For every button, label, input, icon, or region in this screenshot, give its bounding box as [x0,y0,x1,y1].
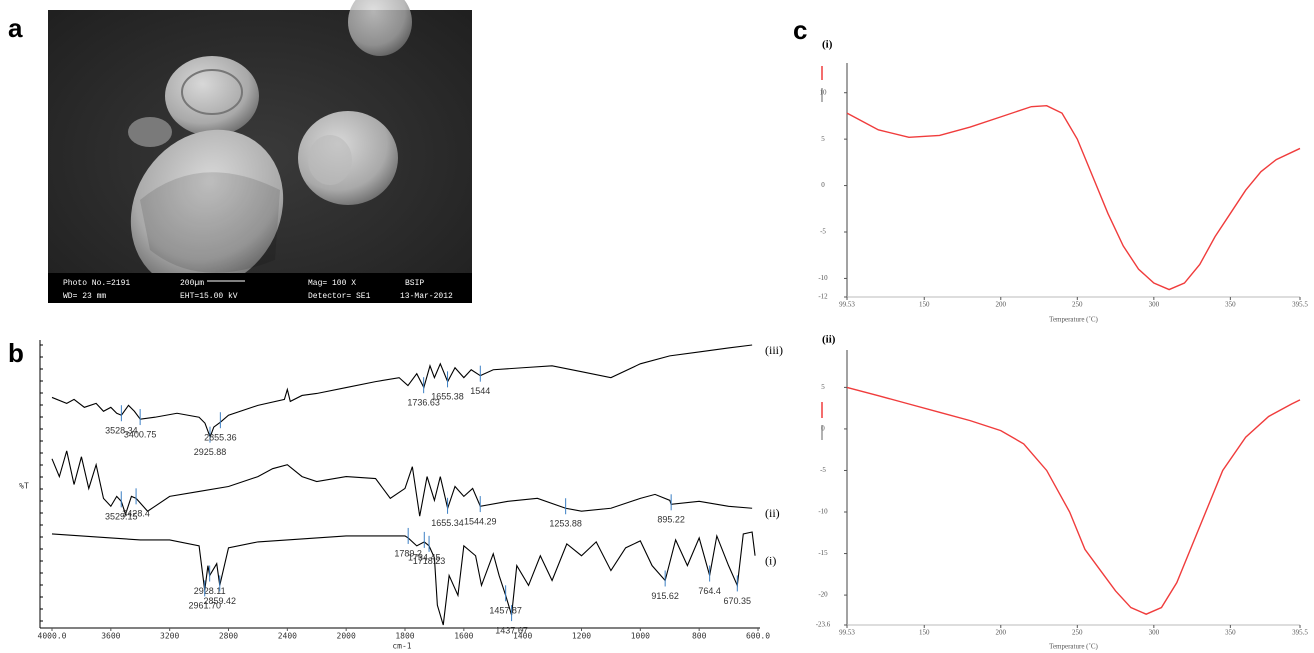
panel-label: b [8,338,24,368]
x-tick-label: 600.0 [746,632,770,641]
peak-label: 2961.70 [188,601,221,611]
peak-label: 3528.34 [105,426,138,436]
peak-label: 915.62 [651,591,679,601]
x-tick-label: 150 [919,301,930,309]
sem-info: Mag= 100 X [308,279,356,288]
y-tick-label: 0 [821,425,825,433]
y-tick-label: -10 [818,508,828,516]
peak-label: 764.4 [698,586,721,596]
data-line [51,344,753,439]
peak-label: 3529.15 [105,512,138,522]
peak-label: 670.35 [724,596,752,606]
x-axis-label: cm-1 [392,642,411,651]
x-tick-label: 300 [1149,301,1160,309]
x-tick-label: 1800 [395,632,414,641]
peak-label: 3428.4 [122,509,150,519]
x-tick-label: 200 [996,629,1007,637]
peak-label: 1718.23 [413,556,446,566]
y-tick-label: -20 [818,591,828,599]
x-tick-label: 3200 [160,632,179,641]
peak-label: 2928.11 [194,586,226,596]
x-tick-label: 2000 [337,632,356,641]
peak-label: 1544.29 [464,516,497,526]
x-tick-label: 150 [919,629,930,637]
series-label: (iii) [765,343,783,357]
peak-label: 1655.34 [431,518,464,528]
x-tick-label: 2800 [219,632,238,641]
x-tick-label: 800 [692,632,707,641]
y-tick-label: 0 [821,181,825,189]
peak-label: 1253.88 [549,519,582,529]
y-tick-label: -23.6 [816,621,831,629]
peak-label: 895.22 [657,515,685,525]
panel-label: c [793,15,807,45]
y-tick-label: -10 [818,274,828,282]
x-axis-label: Temperature (˚C) [1049,643,1098,651]
sem-info: WD= 23 mm [63,292,106,301]
y-axis-label: %T [19,482,29,491]
x-tick-label: 99.53 [839,301,855,309]
sem-info: BSIP [405,279,424,288]
y-tick-label: 10 [820,88,828,96]
x-tick-label: 395.5 [1292,629,1308,637]
x-tick-label: 350 [1225,629,1236,637]
y-tick-label: -15 [818,549,828,557]
x-tick-label: 350 [1225,301,1236,309]
peak-label: 2925.88 [194,447,227,457]
x-tick-label: 1400 [513,632,532,641]
y-tick-label: 5 [821,383,825,391]
peak-label: 1734.45 [408,552,441,562]
chart-title: (i) [822,39,833,51]
x-tick-label: 1200 [572,632,591,641]
data-line [846,105,1301,291]
x-tick-label: 300 [1149,629,1160,637]
peak-label: 1437.67 [495,625,528,635]
sem-info: Photo No.=2191 [63,279,130,288]
peak-label: 2855.36 [204,433,237,443]
y-tick-label: -12 [818,293,828,301]
x-axis-label: Temperature (˚C) [1049,316,1098,324]
sem-info: Detector= SE1 [308,292,371,301]
panel-label: a [8,13,23,43]
peak-label: 1789.2 [394,548,422,558]
peak-label: 2859.42 [203,596,236,606]
data-line [846,386,1301,615]
x-tick-label: 99.53 [839,629,855,637]
x-tick-label: 1600 [454,632,473,641]
y-tick-label: -5 [820,228,826,236]
sem-image: Photo No.=2191 200µm Mag= 100 X BSIP WD=… [48,0,472,303]
sem-info: 13-Mar-2012 [400,292,453,301]
x-tick-label: 200 [996,301,1007,309]
series-label: (ii) [765,506,780,520]
peak-label: 1544 [470,386,490,396]
data-line [51,450,753,517]
x-tick-label: 4000.0 [38,632,67,641]
chart-title: (ii) [822,334,836,346]
data-line [51,531,756,626]
x-tick-label: 250 [1072,301,1083,309]
y-tick-label: 5 [821,135,825,143]
peak-label: 1736.63 [407,398,440,408]
x-tick-label: 1000 [631,632,650,641]
y-tick-label: -5 [820,466,826,474]
x-tick-label: 250 [1072,629,1083,637]
peak-label: 1655.38 [431,392,464,402]
x-tick-label: 2400 [278,632,297,641]
x-tick-label: 3600 [101,632,120,641]
sem-info: 200µm [180,279,204,288]
sem-info: EHT=15.00 kV [180,292,238,301]
peak-label: 1457.87 [489,606,522,616]
series-label: (i) [765,553,776,567]
peak-label: 3400.75 [124,429,157,439]
x-tick-label: 395.5 [1292,301,1308,309]
